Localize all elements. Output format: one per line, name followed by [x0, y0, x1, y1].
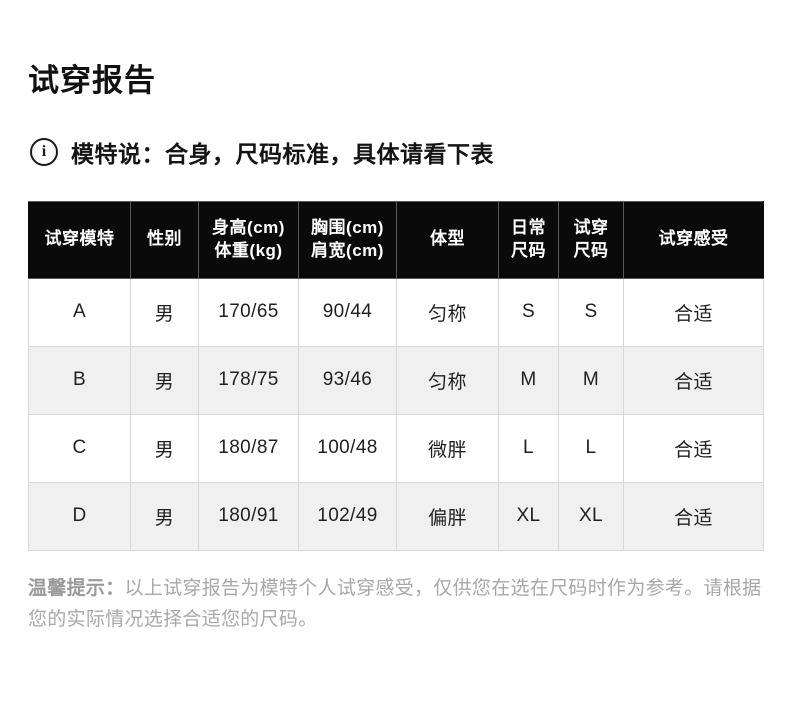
- cell-chest-shoulder: 90/44: [298, 277, 397, 347]
- tips-label: 温馨提示：: [28, 577, 125, 599]
- model-comment-text: 模特说：合身，尺码标准，具体请看下表: [71, 140, 494, 167]
- cell-try-size: XL: [558, 481, 624, 551]
- cell-daily-size: L: [498, 413, 559, 483]
- cell-height-weight: 170/65: [198, 277, 299, 347]
- info-circle-icon: i: [30, 137, 58, 166]
- header-feel: 试穿感受: [623, 200, 764, 279]
- header-chest-shoulder-line1: 胸围(cm): [311, 217, 384, 237]
- cell-gender: 男: [130, 481, 199, 551]
- header-chest-shoulder-line2: 肩宽(cm): [311, 240, 384, 260]
- cell-chest-shoulder: 102/49: [298, 481, 397, 551]
- cell-model: B: [28, 345, 131, 415]
- header-height-weight-line1: 身高(cm): [212, 217, 285, 237]
- cell-body-type: 匀称: [396, 345, 499, 415]
- cell-body-type: 偏胖: [396, 481, 499, 551]
- header-height-weight: 身高(cm) 体重(kg): [198, 200, 299, 279]
- header-daily-size-line1: 日常: [511, 217, 546, 237]
- table-header-row: 试穿模特 性别 身高(cm) 体重(kg) 胸围(cm) 肩宽(cm) 体型 日: [28, 200, 764, 279]
- header-body-type-line1: 体型: [430, 229, 465, 249]
- cell-daily-size: M: [498, 345, 559, 415]
- cell-height-weight: 178/75: [198, 345, 299, 415]
- cell-gender: 男: [130, 277, 199, 347]
- cell-try-size: L: [558, 413, 624, 483]
- cell-model: A: [28, 277, 131, 347]
- cell-try-size: S: [558, 277, 624, 347]
- table-row: D 男 180/91 102/49 偏胖 XL XL 合适: [28, 481, 764, 551]
- page-title: 试穿报告: [28, 63, 156, 98]
- cell-chest-shoulder: 100/48: [298, 413, 397, 483]
- header-try-size-line2: 尺码: [573, 240, 609, 260]
- tips-note: 温馨提示：以上试穿报告为模特个人试穿感受，仅供您在选在尺码时作为参考。请根据您的…: [28, 573, 768, 636]
- header-daily-size: 日常 尺码: [498, 200, 559, 279]
- cell-gender: 男: [130, 345, 199, 415]
- cell-feel: 合适: [623, 481, 764, 551]
- header-body-type: 体型: [396, 200, 499, 279]
- table-row: A 男 170/65 90/44 匀称 S S 合适: [28, 277, 764, 347]
- table-row: C 男 180/87 100/48 微胖 L L 合适: [28, 413, 764, 483]
- cell-feel: 合适: [623, 345, 764, 415]
- table-header: 试穿模特 性别 身高(cm) 体重(kg) 胸围(cm) 肩宽(cm) 体型 日: [28, 200, 764, 279]
- tips-text: 以上试穿报告为模特个人试穿感受，仅供您在选在尺码时作为参考。请根据您的实际情况选…: [28, 577, 762, 631]
- model-comment: i 模特说：合身，尺码标准，具体请看下表: [30, 135, 762, 169]
- header-gender: 性别: [130, 200, 199, 279]
- cell-height-weight: 180/91: [198, 481, 299, 551]
- header-model-line1: 试穿模特: [44, 229, 115, 249]
- cell-body-type: 微胖: [396, 413, 499, 483]
- table-body: A 男 170/65 90/44 匀称 S S 合适 B 男 178/75 93…: [28, 277, 764, 551]
- header-gender-line1: 性别: [147, 229, 182, 249]
- header-try-size: 试穿 尺码: [558, 200, 624, 279]
- cell-feel: 合适: [623, 277, 764, 347]
- header-feel-line1: 试穿感受: [658, 229, 729, 249]
- cell-try-size: M: [558, 345, 624, 415]
- header-height-weight-line2: 体重(kg): [214, 240, 283, 260]
- header-try-size-line1: 试穿: [573, 217, 609, 237]
- cell-gender: 男: [130, 413, 199, 483]
- header-chest-shoulder: 胸围(cm) 肩宽(cm): [298, 200, 397, 279]
- header-model: 试穿模特: [28, 200, 131, 279]
- cell-feel: 合适: [623, 413, 764, 483]
- table-row: B 男 178/75 93/46 匀称 M M 合适: [28, 345, 764, 415]
- cell-model: D: [28, 481, 131, 551]
- header-daily-size-line2: 尺码: [511, 240, 546, 260]
- cell-daily-size: XL: [498, 481, 559, 551]
- cell-model: C: [28, 413, 131, 483]
- cell-daily-size: S: [498, 277, 559, 347]
- cell-chest-shoulder: 93/46: [298, 345, 397, 415]
- fit-report-table: 试穿模特 性别 身高(cm) 体重(kg) 胸围(cm) 肩宽(cm) 体型 日: [28, 200, 764, 551]
- cell-body-type: 匀称: [396, 277, 499, 347]
- cell-height-weight: 180/87: [198, 413, 299, 483]
